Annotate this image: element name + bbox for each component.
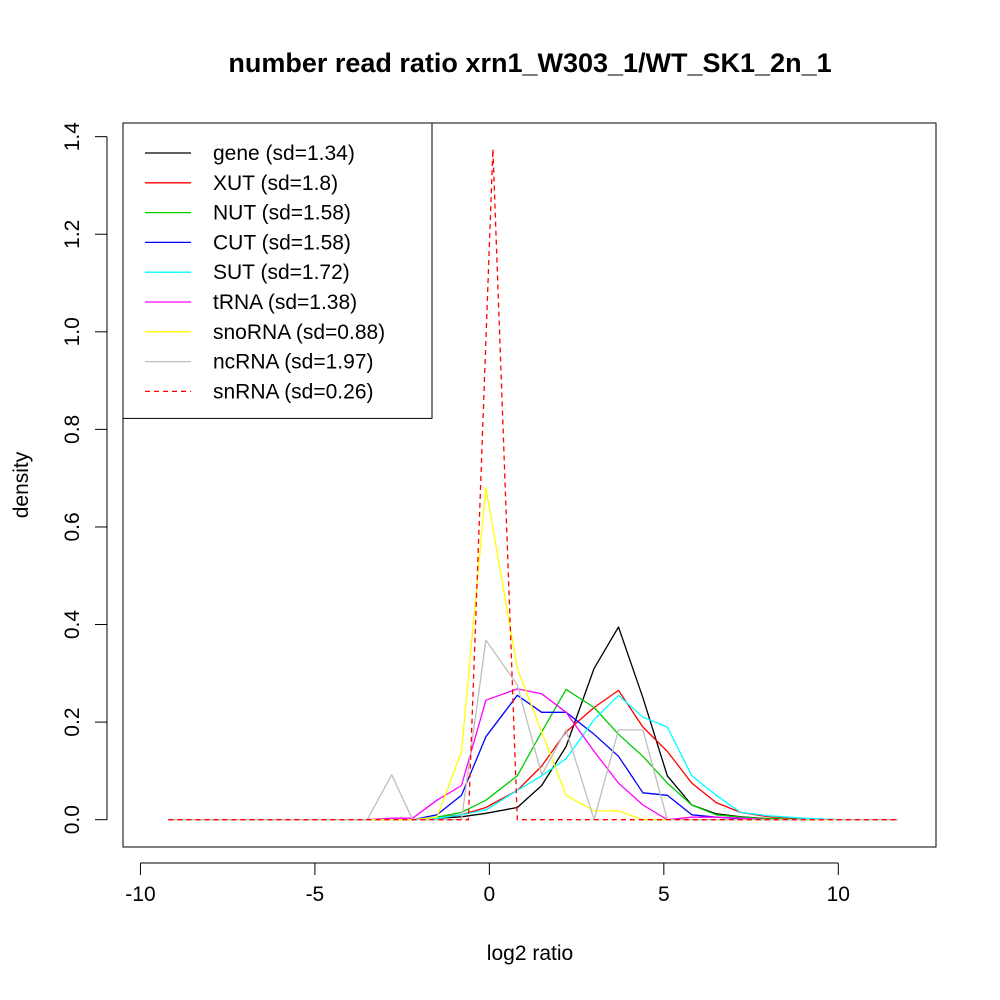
legend-entry-label: SUT (sd=1.72) (213, 261, 350, 284)
y-tick-label: 1.4 (61, 122, 84, 152)
legend-entry-label: ncRNA (sd=1.97) (213, 351, 374, 374)
series-line-6 (168, 487, 898, 821)
y-tick-label: 0.6 (61, 512, 84, 541)
y-tick-label: 0.0 (61, 805, 84, 834)
x-tick-label: 5 (658, 883, 670, 906)
y-axis-label: density (10, 451, 33, 518)
legend-entry-label: snoRNA (sd=0.88) (213, 321, 385, 344)
chart-title: number read ratio xrn1_W303_1/WT_SK1_2n_… (228, 48, 831, 78)
legend-entry-label: NUT (sd=1.58) (213, 202, 351, 225)
series-line-8 (168, 148, 898, 821)
legend-entry-label: gene (sd=1.34) (213, 142, 355, 165)
legend: gene (sd=1.34) XUT (sd=1.8) NUT (sd=1.58) C… (122, 122, 433, 419)
x-tick-label: 10 (827, 883, 850, 906)
y-tick-label: 0.2 (61, 708, 84, 737)
series-layer (168, 148, 898, 821)
x-tick-label: -5 (306, 883, 325, 906)
x-tick-label: -10 (125, 883, 155, 906)
x-axis: -10 -5 0 5 10 (125, 862, 850, 906)
x-axis-label: log2 ratio (487, 942, 573, 965)
y-tick-label: 0.8 (61, 415, 84, 444)
y-tick-label: 1.0 (61, 317, 84, 346)
legend-box (122, 122, 433, 419)
x-tick-label: 0 (484, 883, 496, 906)
plot-frame (122, 122, 937, 848)
y-tick-label: 0.4 (61, 610, 84, 640)
legend-entry-label: CUT (sd=1.58) (213, 231, 351, 254)
series-line-4 (168, 694, 898, 821)
legend-entry-label: snRNA (sd=0.26) (213, 380, 374, 403)
series-line-3 (168, 694, 898, 821)
legend-entry-label: XUT (sd=1.8) (213, 172, 338, 195)
y-axis: 0.0 0.2 0.4 0.6 0.8 1.0 1.2 1.4 (61, 122, 108, 834)
legend-entry-label: tRNA (sd=1.38) (213, 291, 357, 314)
y-tick-label: 1.2 (61, 220, 84, 249)
series-line-0 (168, 626, 898, 821)
